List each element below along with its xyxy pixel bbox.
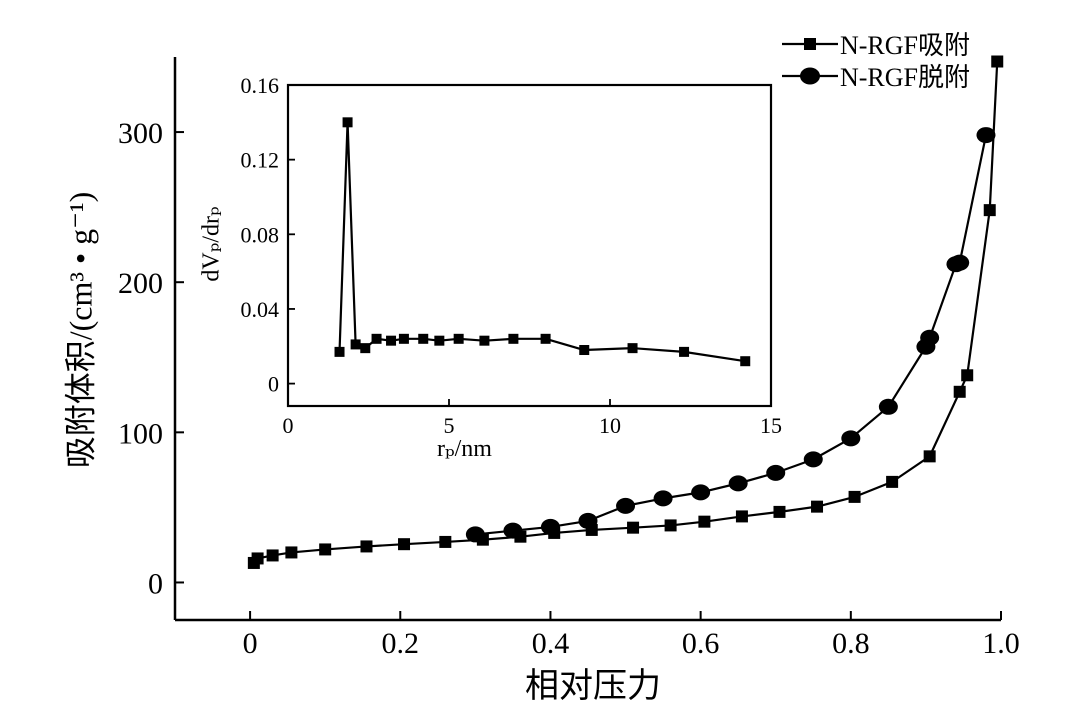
adsorption-series-point bbox=[398, 538, 411, 551]
inset-pore-series-point bbox=[579, 345, 590, 356]
inset-pore-series-point bbox=[342, 117, 353, 128]
inset-pore-series-point bbox=[453, 333, 464, 344]
adsorption-series-point bbox=[698, 515, 711, 528]
inset-pore-series-point bbox=[371, 333, 382, 344]
legend-adsorption-marker bbox=[804, 38, 816, 50]
y-tick-label: 100 bbox=[118, 417, 163, 450]
adsorption-series-point bbox=[585, 523, 598, 536]
x-tick-label: 0 bbox=[243, 627, 258, 660]
adsorption-series-point bbox=[251, 552, 264, 565]
inset-pore-series-point bbox=[740, 356, 751, 367]
inset-y-axis-title: dVₚ/drₚ bbox=[199, 206, 225, 281]
adsorption-series-point bbox=[773, 505, 786, 518]
inset-pore-series-point bbox=[627, 343, 638, 354]
inset-pore-series-point bbox=[350, 339, 361, 350]
x-tick-label: 0.4 bbox=[532, 627, 570, 660]
desorption-series-point bbox=[766, 464, 786, 481]
x-axis-title: 相对压力 bbox=[525, 667, 661, 705]
desorption-series-point bbox=[728, 475, 748, 492]
adsorption-series-point bbox=[266, 549, 279, 562]
legend-desorption-marker bbox=[800, 67, 820, 85]
inset-y-tick-label: 0.08 bbox=[241, 222, 280, 247]
inset-pore-series-point bbox=[679, 346, 690, 357]
inset-pore-series-point bbox=[434, 335, 445, 346]
inset-pore-series-point bbox=[418, 333, 429, 344]
inset-y-tick-label: 0.04 bbox=[241, 297, 280, 322]
adsorption-series-point bbox=[848, 490, 861, 503]
desorption-series-point bbox=[616, 497, 636, 514]
inset-pore-series-point bbox=[540, 333, 551, 344]
inset-pore-series-point bbox=[360, 343, 371, 354]
inset-y-tick-label: 0.16 bbox=[241, 73, 280, 98]
adsorption-series-point bbox=[439, 535, 452, 548]
desorption-series-point bbox=[976, 127, 996, 144]
adsorption-series-point bbox=[811, 500, 824, 513]
desorption-series-point bbox=[920, 329, 940, 346]
adsorption-series-point bbox=[627, 521, 640, 534]
inset-pore-series-point bbox=[398, 333, 409, 344]
adsorption-series-point bbox=[360, 540, 373, 553]
y-tick-label: 300 bbox=[118, 117, 163, 150]
x-tick-label: 1.0 bbox=[982, 627, 1020, 660]
inset-pore-series-point bbox=[508, 333, 519, 344]
desorption-series-point bbox=[691, 484, 711, 501]
y-tick-label: 0 bbox=[148, 567, 163, 600]
adsorption-series-point bbox=[923, 450, 936, 463]
adsorption-series-point bbox=[514, 530, 527, 543]
inset-frame bbox=[286, 83, 773, 408]
adsorption-series-point bbox=[664, 519, 677, 532]
inset-x-tick-label: 10 bbox=[599, 413, 621, 438]
y-tick-label: 200 bbox=[118, 267, 163, 300]
adsorption-series-point bbox=[961, 369, 974, 382]
inset-x-axis-title: rₚ/nm bbox=[437, 436, 492, 462]
x-tick-label: 0.8 bbox=[832, 627, 870, 660]
adsorption-series-point bbox=[983, 204, 996, 217]
desorption-series-point bbox=[653, 490, 673, 507]
adsorption-series-point bbox=[991, 55, 1004, 68]
desorption-series-point bbox=[803, 451, 823, 468]
y-axis-title: 吸附体积/(cm³ • g⁻¹) bbox=[62, 192, 98, 469]
legend-desorption-label: N-RGF脱附 bbox=[840, 63, 970, 92]
desorption-series-point bbox=[841, 430, 861, 447]
inset-pore-series-point bbox=[386, 335, 397, 346]
inset-pore-series-point bbox=[334, 346, 345, 357]
adsorption-series-point bbox=[735, 510, 748, 523]
inset-x-tick-label: 15 bbox=[760, 413, 782, 438]
x-tick-label: 0.6 bbox=[682, 627, 720, 660]
adsorption-series-point bbox=[285, 546, 298, 559]
legend: N-RGF吸附 N-RGF脱附 bbox=[782, 31, 970, 92]
desorption-series-point bbox=[878, 398, 898, 415]
legend-adsorption-label: N-RGF吸附 bbox=[840, 31, 970, 60]
adsorption-series-point bbox=[548, 526, 561, 539]
adsorption-series-point bbox=[886, 475, 899, 488]
adsorption-series-point bbox=[476, 533, 489, 546]
inset-pore-series-point bbox=[479, 335, 490, 346]
main-isotherm-chart: 0 0.2 0.4 0.6 0.8 1.00100200300相对压力吸附体积/(cm³ … bbox=[62, 55, 1020, 705]
inset-x-tick-label: 5 bbox=[444, 413, 455, 438]
x-tick-label: 0.2 bbox=[382, 627, 420, 660]
adsorption-series-point bbox=[953, 385, 966, 398]
inset-pore-size-chart: 0 5 10 15 0 0.04 0.08 0.12 0.16 rₚ/nm dVₚ/drₚ bbox=[199, 73, 783, 462]
inset-x-tick-label: 0 bbox=[283, 413, 294, 438]
adsorption-series-point bbox=[319, 543, 332, 556]
inset-y-tick-label: 0 bbox=[268, 372, 279, 397]
desorption-series-point bbox=[950, 254, 970, 271]
inset-y-tick-label: 0.12 bbox=[241, 148, 280, 173]
